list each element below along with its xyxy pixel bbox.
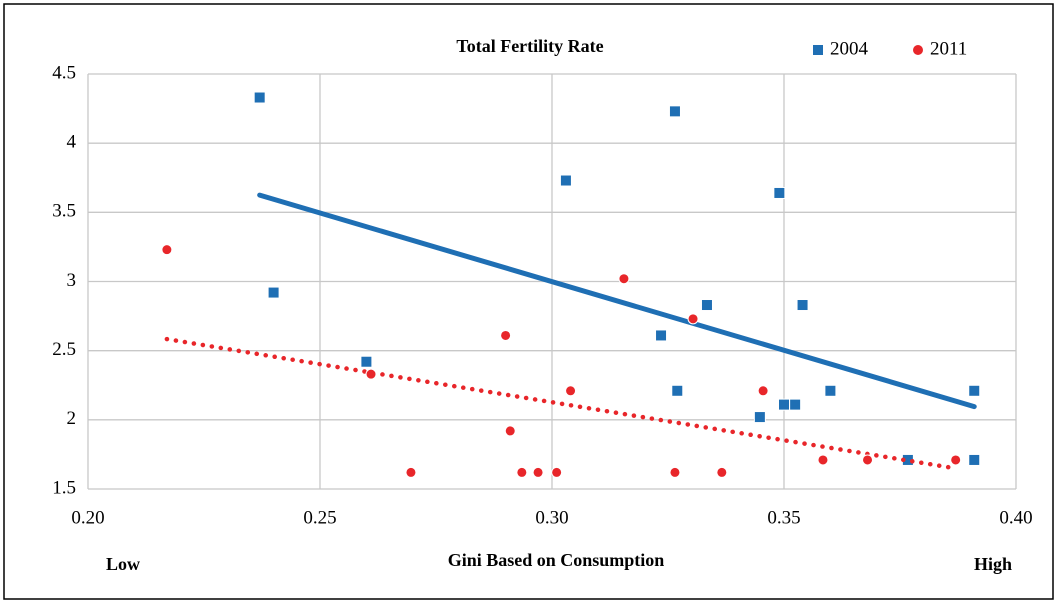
point — [669, 466, 681, 478]
point — [551, 466, 563, 478]
point — [360, 355, 373, 368]
point — [817, 454, 829, 466]
trendline — [164, 336, 958, 471]
point — [757, 385, 769, 397]
point — [618, 273, 630, 285]
point — [559, 174, 572, 187]
point — [253, 91, 266, 104]
x-tick-label: 0.35 — [767, 507, 800, 528]
y-tick-label: 4.5 — [52, 62, 76, 83]
point — [789, 398, 802, 411]
point — [405, 466, 417, 478]
point — [778, 398, 790, 411]
y-tick-label: 3 — [67, 270, 77, 291]
point — [671, 384, 684, 397]
point — [504, 425, 516, 437]
x-axis-label: Gini Based on Consumption — [448, 550, 665, 570]
legend-marker — [913, 45, 923, 55]
trendline — [257, 192, 977, 410]
chart-title: Total Fertility Rate — [456, 36, 603, 56]
point — [700, 299, 713, 312]
y-tick-label: 2.5 — [52, 339, 76, 360]
point — [668, 105, 681, 118]
y-tick-label: 1.5 — [52, 477, 76, 498]
point — [968, 453, 981, 466]
point — [500, 329, 512, 341]
legend-label: 2011 — [930, 38, 967, 59]
point — [824, 384, 837, 397]
annotation: Low — [106, 554, 140, 574]
point — [862, 454, 874, 466]
point — [365, 368, 377, 380]
point — [753, 411, 766, 424]
x-tick-label: 0.40 — [999, 507, 1032, 528]
annotation: High — [974, 554, 1012, 574]
chart-frame — [3, 3, 1054, 600]
y-tick-label: 4 — [67, 132, 77, 153]
x-tick-label: 0.20 — [71, 507, 104, 528]
point — [687, 313, 699, 325]
point — [655, 329, 668, 342]
point — [796, 299, 809, 312]
point — [516, 466, 528, 478]
point — [968, 384, 981, 397]
point — [161, 244, 173, 256]
point — [532, 466, 544, 478]
point — [267, 286, 280, 299]
y-tick-label: 3.5 — [52, 201, 76, 222]
point — [716, 466, 728, 478]
point — [950, 454, 962, 466]
legend-marker — [813, 45, 823, 55]
y-tick-label: 2 — [67, 408, 77, 429]
x-tick-label: 0.30 — [535, 507, 568, 528]
point — [565, 385, 577, 397]
x-tick-label: 0.25 — [303, 507, 336, 528]
point — [773, 186, 786, 199]
legend-label: 2004 — [830, 38, 869, 59]
